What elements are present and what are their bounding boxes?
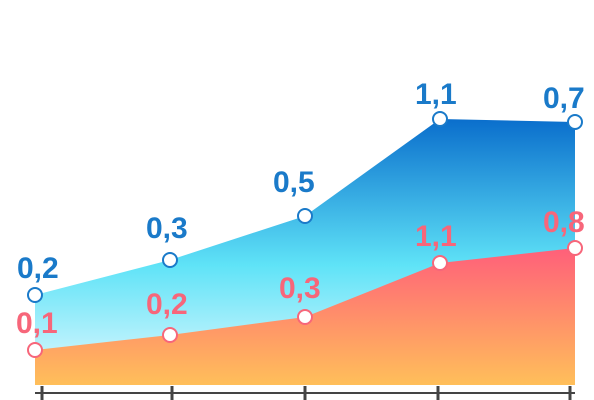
- data-labels: 0,2 0,3 0,5 1,1 0,7 0,1 0,2 0,3 1,1 0,8: [16, 78, 585, 340]
- series-markers: [27, 111, 583, 358]
- series-areas: [35, 119, 575, 385]
- data-label: 1,1: [415, 220, 457, 253]
- data-label: 0,3: [279, 272, 321, 305]
- data-label: 0,8: [543, 206, 585, 239]
- data-point-marker: [567, 114, 583, 130]
- data-label: 0,2: [17, 252, 59, 285]
- data-label: 0,2: [146, 288, 188, 321]
- data-label: 0,7: [543, 82, 585, 115]
- data-label: 0,5: [273, 166, 315, 199]
- data-point-marker: [27, 342, 43, 358]
- data-point-marker: [162, 327, 178, 343]
- data-point-marker: [432, 111, 448, 127]
- data-point-marker: [567, 240, 583, 256]
- data-point-marker: [297, 309, 313, 325]
- data-point-marker: [27, 287, 43, 303]
- data-point-marker: [297, 208, 313, 224]
- data-label: 0,3: [146, 212, 188, 245]
- x-axis: [35, 386, 575, 400]
- data-label: 0,1: [16, 307, 58, 340]
- data-point-marker: [162, 252, 178, 268]
- data-point-marker: [432, 255, 448, 271]
- series-area-2: [35, 248, 575, 385]
- data-label: 1,1: [415, 78, 457, 111]
